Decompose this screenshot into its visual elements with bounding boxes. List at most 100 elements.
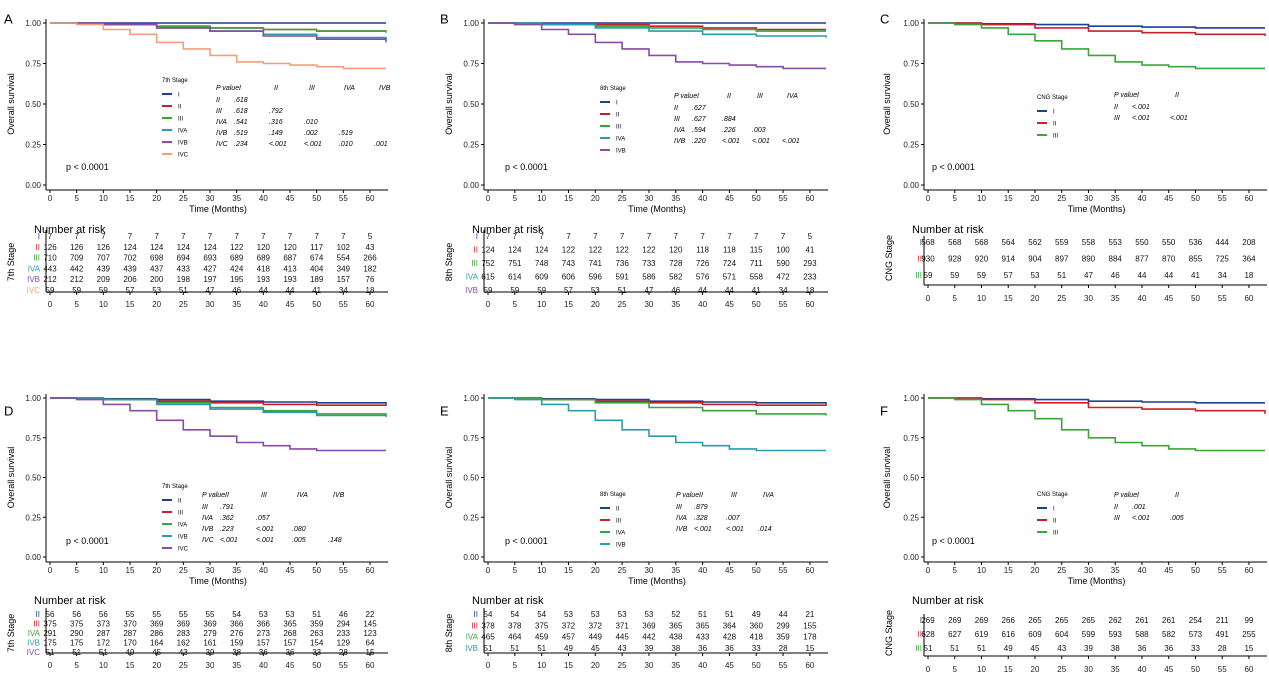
- pvalue-table-cell: <.001: [304, 141, 322, 148]
- risk-value: 33: [1191, 644, 1200, 653]
- x-tick-label: 20: [591, 194, 600, 203]
- risk-value: 55: [206, 610, 215, 619]
- risk-x-tick-label: 5: [513, 661, 518, 670]
- risk-value: 124: [481, 246, 495, 255]
- x-tick-label: 50: [752, 194, 761, 203]
- pvalue-table-cell: <.001: [256, 526, 274, 533]
- pvalue-table-header: P value: [1114, 492, 1137, 499]
- pvalue-table-header: III: [731, 492, 737, 499]
- risk-value: 15: [1244, 644, 1253, 653]
- risk-value: 59: [537, 286, 546, 295]
- risk-x-tick-label: 10: [99, 300, 108, 309]
- risk-value: 164: [150, 639, 164, 648]
- x-tick-label: 5: [953, 194, 958, 203]
- risk-value: 286: [150, 629, 164, 638]
- risk-x-tick-label: 5: [74, 300, 79, 309]
- x-tick-label: 50: [312, 194, 321, 203]
- risk-x-tick-label: 25: [618, 300, 627, 309]
- risk-table-title: Number at risk: [472, 595, 544, 607]
- risk-x-tick-label: 45: [725, 300, 734, 309]
- x-tick-label: 15: [1004, 194, 1013, 203]
- pvalue-table-cell: <.001: [1132, 104, 1150, 111]
- x-tick-label: 55: [779, 566, 788, 575]
- risk-value: 39: [206, 648, 215, 657]
- risk-value: 124: [203, 243, 217, 252]
- legend-entry: II: [616, 113, 620, 119]
- pvalue-table-header: IVB: [379, 85, 391, 92]
- risk-value: 49: [126, 648, 135, 657]
- risk-value: 45: [591, 644, 600, 653]
- risk-value: 36: [698, 644, 707, 653]
- risk-value: 443: [43, 264, 57, 273]
- risk-value: 491: [1216, 630, 1230, 639]
- legend-entry: I: [1053, 110, 1055, 116]
- risk-value: 21: [805, 610, 814, 619]
- risk-value: 689: [230, 254, 244, 263]
- risk-value: 53: [618, 610, 627, 619]
- risk-x-tick-label: 25: [618, 661, 627, 670]
- risk-value: 64: [366, 639, 375, 648]
- risk-x-tick-label: 5: [953, 665, 958, 674]
- risk-table-title: Number at risk: [912, 595, 984, 607]
- risk-value: 197: [203, 275, 217, 284]
- pvalue-table-cell: IVA: [202, 515, 213, 522]
- x-tick-label: 0: [486, 566, 491, 575]
- risk-value: 7: [566, 232, 571, 241]
- p-value-label: p < 0.0001: [505, 536, 548, 546]
- risk-x-tick-label: 20: [591, 300, 600, 309]
- x-tick-label: 60: [805, 194, 814, 203]
- y-tick-label: 0.50: [25, 100, 41, 109]
- risk-x-tick-label: 30: [206, 661, 215, 670]
- risk-value: 157: [257, 639, 271, 648]
- p-value-label: p < 0.0001: [66, 536, 109, 546]
- legend-entry: II: [1053, 519, 1057, 525]
- risk-value: 51: [510, 644, 519, 653]
- risk-value: 56: [46, 610, 55, 619]
- y-tick-label: 0.75: [903, 434, 919, 443]
- risk-value: 619: [975, 630, 989, 639]
- risk-value: 711: [750, 259, 763, 268]
- pvalue-table-cell: .618: [234, 97, 248, 104]
- risk-value: 609: [535, 273, 549, 282]
- risk-value: 7: [101, 232, 106, 241]
- risk-value: 276: [230, 629, 244, 638]
- risk-value: 175: [43, 639, 57, 648]
- x-tick-label: 40: [698, 566, 707, 575]
- risk-x-tick-label: 55: [779, 661, 788, 670]
- risk-value: 47: [644, 286, 653, 295]
- risk-value: 34: [339, 286, 348, 295]
- risk-value: 51: [977, 644, 986, 653]
- risk-value: 365: [669, 621, 683, 630]
- risk-value: 43: [366, 243, 375, 252]
- y-tick-label: 0.00: [903, 181, 919, 190]
- risk-x-tick-label: 60: [366, 661, 375, 670]
- x-tick-label: 25: [179, 194, 188, 203]
- risk-x-tick-label: 0: [926, 665, 931, 674]
- risk-value: 43: [1057, 644, 1066, 653]
- risk-value: 100: [776, 246, 790, 255]
- x-tick-label: 30: [644, 194, 653, 203]
- x-tick-label: 5: [513, 194, 518, 203]
- risk-value: 413: [283, 264, 297, 273]
- pvalue-table-header: IVA: [763, 492, 774, 499]
- pvalue-table-cell: .014: [758, 526, 772, 533]
- y-tick-label: 0.50: [903, 100, 919, 109]
- risk-value: 36: [1138, 644, 1147, 653]
- risk-value: 38: [671, 644, 680, 653]
- risk-value: 51: [924, 644, 933, 653]
- risk-value: 369: [150, 620, 164, 629]
- risk-x-tick-label: 60: [1244, 294, 1253, 303]
- risk-value: 55: [152, 610, 161, 619]
- risk-x-tick-label: 30: [1084, 294, 1093, 303]
- risk-value: 273: [257, 629, 271, 638]
- risk-value: 45: [1031, 644, 1040, 653]
- x-tick-label: 50: [1191, 194, 1200, 203]
- risk-value: 733: [642, 259, 656, 268]
- risk-row-label: IVB: [27, 275, 40, 284]
- pvalue-table-cell: .234: [234, 141, 248, 148]
- x-tick-label: 10: [977, 566, 986, 575]
- risk-value: 283: [177, 629, 191, 638]
- risk-x-tick-label: 50: [312, 300, 321, 309]
- x-tick-label: 20: [1031, 566, 1040, 575]
